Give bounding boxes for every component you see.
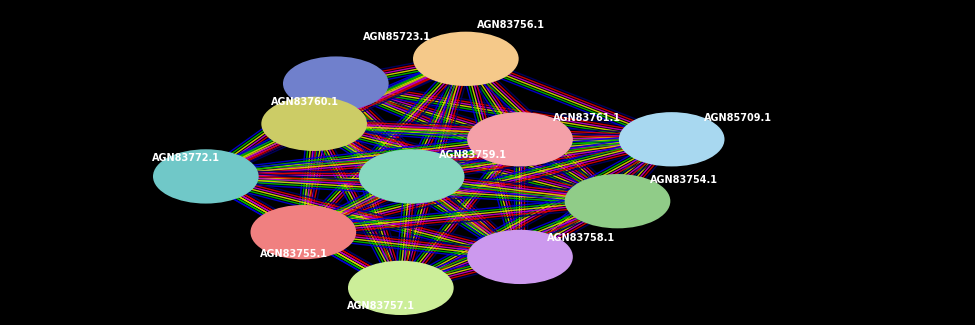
Ellipse shape xyxy=(620,113,723,166)
Ellipse shape xyxy=(349,262,452,314)
Text: AGN83755.1: AGN83755.1 xyxy=(260,249,328,259)
Ellipse shape xyxy=(284,57,388,110)
Ellipse shape xyxy=(468,113,572,166)
Ellipse shape xyxy=(468,231,572,283)
Ellipse shape xyxy=(566,175,670,228)
Text: AGN85709.1: AGN85709.1 xyxy=(704,113,772,123)
Text: AGN85723.1: AGN85723.1 xyxy=(363,32,431,42)
Text: AGN83757.1: AGN83757.1 xyxy=(347,301,414,311)
Text: AGN83756.1: AGN83756.1 xyxy=(477,20,545,30)
Text: AGN83758.1: AGN83758.1 xyxy=(547,233,615,243)
Ellipse shape xyxy=(252,206,355,258)
Ellipse shape xyxy=(262,98,367,150)
Text: AGN83754.1: AGN83754.1 xyxy=(650,175,718,185)
Text: AGN83760.1: AGN83760.1 xyxy=(271,97,339,107)
Text: AGN83759.1: AGN83759.1 xyxy=(439,150,507,160)
Text: AGN83761.1: AGN83761.1 xyxy=(553,113,620,123)
Text: AGN83772.1: AGN83772.1 xyxy=(152,153,219,163)
Ellipse shape xyxy=(154,150,257,203)
Ellipse shape xyxy=(413,32,518,85)
Ellipse shape xyxy=(360,150,464,203)
